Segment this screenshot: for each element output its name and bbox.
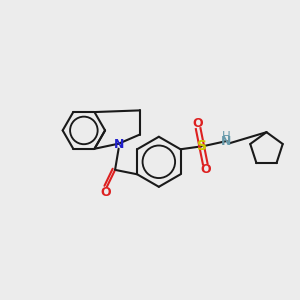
Text: O: O bbox=[193, 117, 203, 130]
Text: N: N bbox=[221, 135, 231, 148]
Text: H: H bbox=[222, 130, 230, 143]
Text: O: O bbox=[200, 163, 211, 176]
Text: O: O bbox=[100, 186, 111, 199]
Text: S: S bbox=[197, 139, 207, 153]
Text: N: N bbox=[113, 138, 124, 151]
